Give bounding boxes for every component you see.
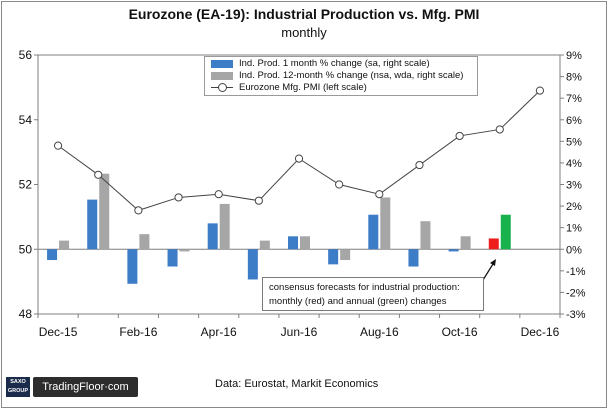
right-axis-tick-label: 9% bbox=[566, 50, 582, 62]
right-axis-tick-label: 2% bbox=[566, 201, 582, 213]
bar-2-Sep-16 bbox=[420, 221, 431, 250]
pmi-point-Sep-16 bbox=[415, 160, 424, 170]
bar-1-Jun-16 bbox=[288, 236, 298, 250]
bar-5-Nov-16 bbox=[500, 214, 511, 250]
bar-2-Jan-16 bbox=[99, 173, 110, 250]
right-axis-tick-label: 1% bbox=[566, 223, 582, 235]
bar-2-Apr-16 bbox=[219, 203, 230, 250]
forecast-annotation: consensus forecasts for industrial produ… bbox=[262, 277, 484, 311]
pmi-line bbox=[57, 90, 541, 211]
bar-1-Dec-15 bbox=[47, 249, 58, 261]
source-note: Data: Eurostat, Markit Economics bbox=[215, 378, 379, 390]
right-axis-tick-label: 4% bbox=[566, 158, 582, 170]
tradingfloor-wordmark: TradingFloor·com bbox=[33, 377, 138, 397]
chart-title: Eurozone (EA-19): Industrial Production … bbox=[128, 6, 480, 22]
pmi-point-Mar-16 bbox=[174, 193, 183, 202]
pmi-point-Jun-16 bbox=[294, 154, 304, 163]
right-axis-tick-label: -1% bbox=[566, 266, 586, 278]
left-axis-tick-label: 52 bbox=[19, 178, 33, 192]
pmi-point-Dec-16 bbox=[535, 86, 545, 95]
right-axis-tick-label: -3% bbox=[566, 309, 586, 321]
bar-2-Aug-16 bbox=[380, 197, 391, 250]
bar-1-Oct-16 bbox=[448, 249, 459, 252]
annotation-line-2: monthly (red) and annual (green) changes bbox=[269, 296, 447, 307]
x-axis-tick-label: Aug-16 bbox=[360, 325, 399, 339]
annotation-line-1: consensus forecasts for industrial produ… bbox=[269, 282, 460, 293]
x-axis-tick-label: Oct-16 bbox=[442, 325, 478, 339]
bar-1-Jul-16 bbox=[328, 249, 339, 265]
pmi-point-Jan-16 bbox=[94, 170, 103, 179]
right-axis-tick-label: 8% bbox=[566, 72, 582, 84]
bar-1-Aug-16 bbox=[368, 214, 379, 250]
saxo-group-logo: SAXO GROUP bbox=[6, 377, 30, 397]
left-axis-tick-label: 50 bbox=[19, 242, 33, 256]
legend-swatch-12m bbox=[211, 72, 233, 80]
right-axis-tick-label: -2% bbox=[566, 287, 586, 299]
right-axis-tick-label: 6% bbox=[566, 115, 582, 127]
bar-1-Feb-16 bbox=[127, 249, 138, 284]
bar-1-May-16 bbox=[247, 249, 258, 280]
bar-2-Jul-16 bbox=[340, 249, 351, 261]
left-axis-tick-label: 56 bbox=[19, 48, 33, 62]
pmi-point-Dec-15 bbox=[53, 141, 63, 150]
right-axis-tick-label: 7% bbox=[566, 93, 582, 105]
bar-4-Nov-16 bbox=[488, 238, 499, 250]
pmi-point-Nov-16 bbox=[495, 125, 504, 134]
bar-1-Jan-16 bbox=[87, 199, 98, 250]
left-axis-tick-label: 48 bbox=[19, 307, 33, 321]
legend-label-12m: Ind. Prod. 12-month % change (nsa, wda, … bbox=[239, 70, 464, 81]
chart-legend: Ind. Prod. 1 month % change (sa, right s… bbox=[204, 56, 478, 96]
x-axis-tick-label: Feb-16 bbox=[119, 325, 157, 339]
pmi-point-Apr-16 bbox=[214, 190, 223, 199]
pmi-point-Feb-16 bbox=[134, 206, 143, 215]
bar-1-Sep-16 bbox=[408, 249, 419, 267]
annotation-arrowhead bbox=[490, 259, 496, 266]
bar-2-Oct-16 bbox=[460, 236, 471, 250]
right-axis-tick-label: 0% bbox=[566, 244, 582, 256]
pmi-point-Aug-16 bbox=[375, 190, 384, 199]
legend-swatch-1m bbox=[211, 60, 233, 68]
pmi-point-Oct-16 bbox=[455, 131, 464, 141]
legend-label-pmi: Eurozone Mfg. PMI (left scale) bbox=[239, 82, 367, 93]
right-axis-tick-label: 5% bbox=[566, 136, 582, 148]
legend-label-1m: Ind. Prod. 1 month % change (sa, right s… bbox=[239, 58, 430, 69]
pmi-point-Jul-16 bbox=[335, 180, 344, 189]
bar-1-Mar-16 bbox=[167, 249, 178, 267]
bar-2-Mar-16 bbox=[179, 249, 190, 252]
bar-1-Apr-16 bbox=[207, 223, 218, 250]
chart-subtitle: monthly bbox=[281, 25, 327, 40]
annotation-arrow bbox=[482, 263, 494, 281]
bar-2-Dec-15 bbox=[59, 240, 70, 250]
left-axis-tick-label: 54 bbox=[19, 113, 33, 127]
bar-2-Jun-16 bbox=[300, 236, 310, 250]
x-axis-tick-label: Apr-16 bbox=[201, 325, 237, 339]
x-axis-tick-label: Dec-15 bbox=[39, 325, 78, 339]
bar-2-Feb-16 bbox=[139, 234, 150, 250]
pmi-point-May-16 bbox=[254, 196, 263, 205]
legend-marker-pmi bbox=[218, 83, 227, 92]
x-axis-tick-label: Jun-16 bbox=[281, 325, 318, 339]
bar-2-May-16 bbox=[259, 240, 270, 250]
x-axis-tick-label: Dec-16 bbox=[521, 325, 560, 339]
right-axis-tick-label: 3% bbox=[566, 180, 582, 192]
